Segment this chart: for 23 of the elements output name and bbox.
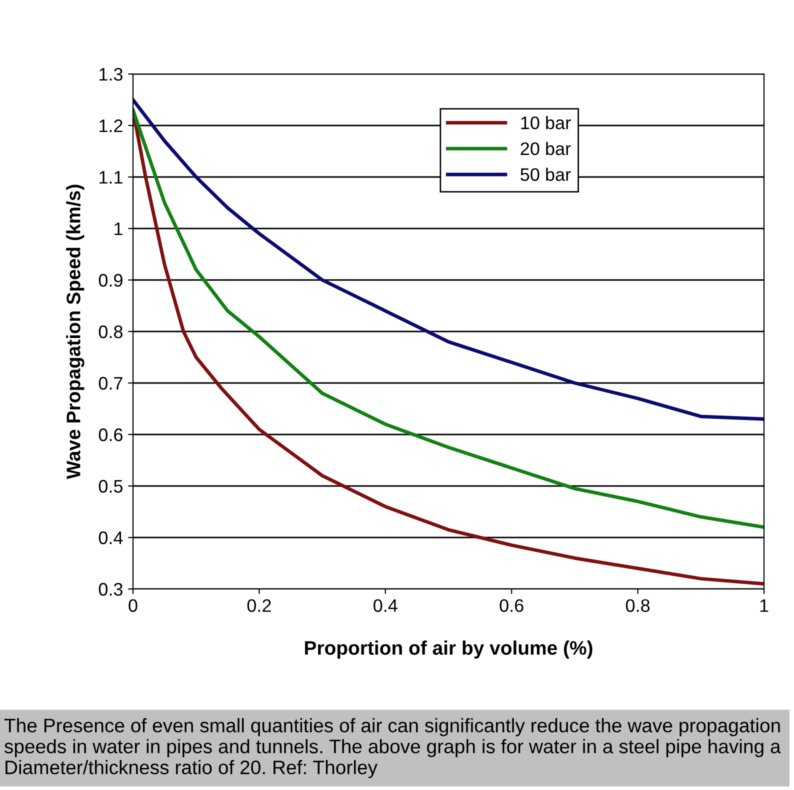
y-tick-label: 1.3	[100, 68, 122, 81]
y-tick-label: 0.4	[98, 531, 123, 544]
y-tick-label: 0.6	[98, 428, 122, 442]
x-axis-title: Proportion of air by volume (%)	[305, 640, 592, 659]
y-tick-label: 0.5	[98, 480, 123, 493]
y-tick-label: 1.1	[100, 171, 122, 184]
x-tick-label: 0.6	[500, 599, 524, 612]
legend-label: 10 bar	[521, 116, 571, 130]
text: The Presence of even small quantities of air can significantly reduce the wave propagation speeds in water in pipes and tunnels. The above graph is for water in a steel pipe having a Diameter/thickness ratio of 20. Ref: Thorley	[4, 718, 781, 778]
x-tick-label: 0.2	[247, 599, 271, 612]
y-axis-title: Wave Propagation Speed (km/s)	[66, 184, 84, 480]
y-tick-label: 1	[114, 222, 122, 236]
x-tick-label: 0	[128, 599, 138, 612]
x-tick-label: 0.8	[626, 599, 650, 612]
y-tick-label: 0.7	[98, 376, 122, 390]
legend-label: 20 bar	[520, 142, 571, 156]
x-tick-label: 0.4	[374, 599, 398, 612]
y-tick-label: 0.8	[98, 325, 122, 338]
y-tick-label: 0.9	[98, 274, 122, 287]
legend-label: 50 bar	[520, 168, 571, 181]
x-tick-label: 1	[760, 599, 768, 612]
y-tick-label: 1.2	[100, 119, 122, 132]
y-tick-label: 0.3	[98, 582, 122, 596]
